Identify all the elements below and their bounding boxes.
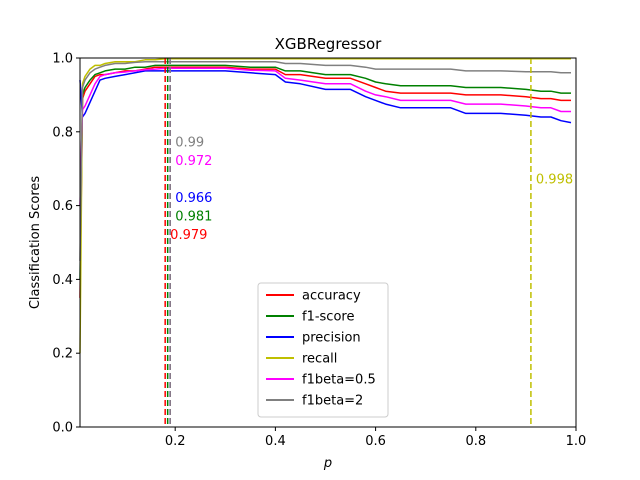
annotation-label: 0.966 xyxy=(175,191,212,206)
y-tick-label: 0.2 xyxy=(52,347,73,362)
threshold-lines-group xyxy=(164,58,532,427)
annotation-label: 0.972 xyxy=(175,154,212,169)
x-tick-label: 0.4 xyxy=(265,434,286,449)
x-tick-label: 0.2 xyxy=(165,434,186,449)
annotations-group: 0.99 0.972 0.966 0.981 0.979 0.998 xyxy=(170,136,573,243)
legend-entry-recall: recall xyxy=(302,352,337,367)
y-axis-label: Classification Scores xyxy=(28,176,43,310)
y-tick-label: 0.8 xyxy=(52,125,73,140)
annotation-label: 0.998 xyxy=(536,172,573,187)
legend-entry-f1beta-2: f1beta=2 xyxy=(302,394,363,409)
y-axis-ticks: 0.0 0.2 0.4 0.6 0.8 1.0 xyxy=(52,52,80,436)
y-tick-label: 0.0 xyxy=(52,421,73,436)
y-tick-label: 0.4 xyxy=(52,273,73,288)
legend-entry-f1-score: f1-score xyxy=(302,310,354,325)
series-line-f1beta-2 xyxy=(79,60,571,261)
series-line-precision xyxy=(79,70,572,124)
legend-entry-precision: precision xyxy=(302,331,361,346)
x-axis-ticks: 0.2 0.4 0.6 0.8 1.0 xyxy=(165,427,586,449)
series-line-f1beta-0-5 xyxy=(79,67,571,206)
legend: accuracy f1-score precision recall f1beta=0.… xyxy=(257,282,389,418)
annotation-label: 0.981 xyxy=(175,209,212,224)
annotation-label: 0.99 xyxy=(175,136,204,151)
legend-entry-accuracy: accuracy xyxy=(302,289,361,304)
x-tick-label: 0.8 xyxy=(465,434,486,449)
legend-entry-f1beta-0-5: f1beta=0.5 xyxy=(302,373,376,388)
annotation-label: 0.979 xyxy=(170,228,207,243)
x-tick-label: 1.0 xyxy=(566,434,587,449)
plot-frame xyxy=(79,57,577,428)
y-tick-label: 0.6 xyxy=(52,199,73,214)
x-tick-label: 0.6 xyxy=(365,434,386,449)
y-tick-label: 1.0 xyxy=(52,52,73,67)
x-axis-label: p xyxy=(323,456,332,471)
chart-title: XGBRegressor xyxy=(275,35,383,53)
series-line-f1-score xyxy=(79,64,571,280)
